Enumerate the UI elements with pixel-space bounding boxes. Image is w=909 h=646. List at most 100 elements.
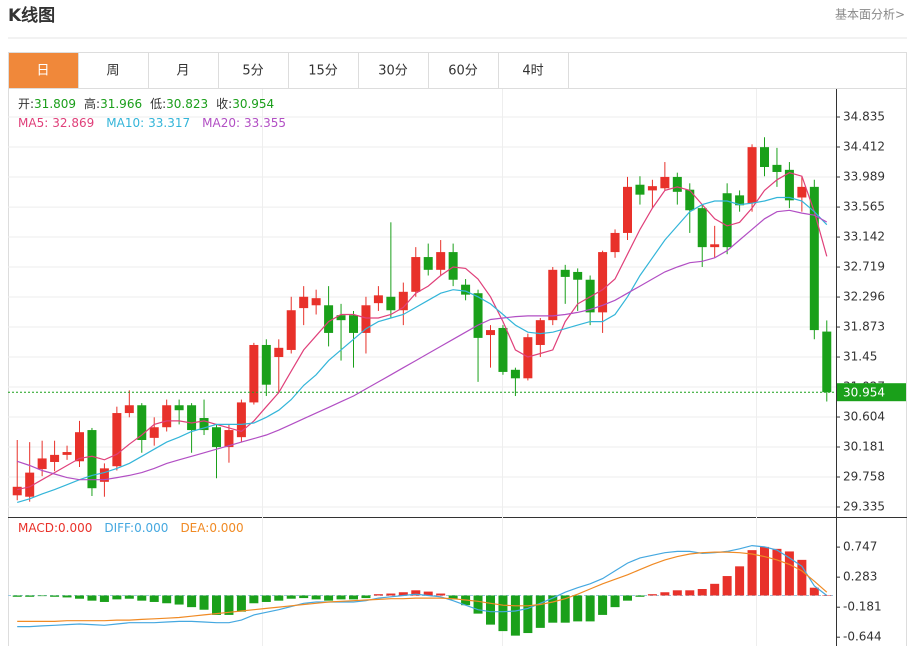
macd-bar — [162, 595, 172, 604]
macd-bar — [784, 551, 794, 596]
fundamental-link[interactable]: 基本面分析> — [835, 8, 905, 22]
ma-name: MA10: — [106, 116, 144, 130]
ma-line — [17, 172, 828, 491]
macd-bar — [672, 590, 682, 596]
candle-body — [274, 347, 284, 358]
candle-body — [822, 331, 832, 393]
candle-body — [598, 252, 608, 313]
y-tick-label: -0.181 — [843, 600, 882, 614]
tab-label[interactable]: 日 — [36, 64, 49, 79]
macd-bar — [87, 595, 97, 601]
macd-bar — [373, 594, 383, 596]
y-tick-label: 33.989 — [843, 170, 885, 184]
ohlc-info: 开:31.809 高:31.966 低:30.823 收:30.954 — [18, 96, 274, 111]
candle-body — [187, 405, 197, 431]
tab-label[interactable]: 60分 — [448, 64, 478, 79]
candle-body — [162, 405, 172, 428]
candle-body — [286, 310, 296, 350]
macd-bar — [523, 595, 533, 634]
y-tick-label: 32.296 — [843, 290, 885, 304]
candle-body — [261, 344, 271, 385]
candle-body — [535, 320, 545, 345]
info-label: 低: — [150, 97, 166, 111]
macd-value: 0.000 — [134, 521, 168, 535]
ma-value: 33.317 — [148, 116, 190, 130]
macd-bar — [822, 595, 832, 596]
info-value: 30.823 — [166, 97, 208, 111]
macd-bar — [448, 595, 458, 600]
candle-body — [610, 232, 620, 253]
candle-body — [747, 147, 757, 204]
y-tick-label: 31.45 — [843, 350, 877, 364]
candle-body — [585, 279, 595, 313]
tab[interactable] — [78, 52, 149, 89]
y-tick-label: 30.181 — [843, 440, 885, 454]
tab-label[interactable]: 周 — [106, 64, 119, 79]
info-value: 30.954 — [232, 97, 274, 111]
macd-bar — [124, 595, 134, 599]
y-tick-label: -0.644 — [843, 630, 882, 644]
candle-body — [697, 208, 707, 248]
macd-bar — [75, 595, 84, 599]
chart-frame — [8, 52, 907, 646]
macd-bar — [37, 595, 47, 597]
y-tick-label: 33.142 — [843, 230, 885, 244]
candle-body — [398, 291, 408, 311]
ma-legend: MA5: 32.869 MA10: 33.317 MA20: 33.355 — [18, 116, 286, 130]
candle-body — [224, 430, 234, 448]
y-tick-label: 31.873 — [843, 320, 885, 334]
macd-bar — [610, 595, 620, 608]
candle-body — [722, 193, 732, 248]
macd-value: 0.000 — [58, 521, 92, 535]
ma-value: 33.355 — [244, 116, 286, 130]
info-value: 31.809 — [34, 97, 76, 111]
candle-body — [510, 369, 520, 379]
candle-body — [236, 402, 246, 438]
candle-body — [647, 186, 657, 191]
candle-body — [75, 432, 84, 462]
macd-bar — [635, 595, 645, 597]
info-label: 收: — [216, 97, 232, 111]
tab-label[interactable]: 15分 — [308, 64, 338, 79]
macd-bar — [286, 595, 296, 599]
tab[interactable] — [218, 52, 289, 89]
macd-bar — [535, 595, 545, 628]
y-tick-label: 34.412 — [843, 140, 885, 154]
tab[interactable] — [148, 52, 219, 89]
candle-body — [373, 295, 383, 304]
tab[interactable] — [358, 52, 429, 89]
tab[interactable] — [498, 52, 569, 89]
macd-bar — [112, 595, 122, 600]
macd-bar — [187, 595, 197, 608]
y-tick-label: 34.835 — [843, 110, 885, 124]
macd-bar — [249, 595, 259, 604]
candle-body — [299, 296, 309, 309]
macd-bar — [274, 595, 284, 601]
macd-legend: MACD:0.000 DIFF:0.000 DEA:0.000 — [18, 521, 244, 535]
ma-name: MA20: — [202, 116, 240, 130]
tab-label[interactable]: 5分 — [242, 64, 263, 79]
candle-body — [324, 305, 334, 333]
y-tick-label: 32.719 — [843, 260, 885, 274]
candle-body — [311, 298, 321, 306]
candle-body — [112, 413, 122, 467]
macd-value: 0.000 — [209, 521, 243, 535]
tab-label[interactable]: 30分 — [378, 64, 408, 79]
tab-label[interactable]: 月 — [176, 64, 189, 79]
macd-bar — [760, 546, 769, 596]
ma-name: MA5: — [18, 116, 48, 130]
macd-line — [17, 544, 828, 628]
candle-body — [336, 315, 346, 321]
info-value: 31.966 — [100, 97, 142, 111]
candle-body — [672, 176, 682, 192]
macd-bar — [722, 576, 732, 596]
macd-bar — [149, 595, 159, 602]
macd-bar — [137, 595, 147, 601]
tab[interactable] — [8, 52, 79, 89]
macd-bar — [772, 548, 782, 596]
tab-label[interactable]: 4时 — [522, 64, 543, 79]
tab[interactable] — [288, 52, 359, 89]
macd-bar — [25, 595, 35, 597]
candle-body — [635, 184, 645, 195]
candle-body — [137, 405, 147, 440]
